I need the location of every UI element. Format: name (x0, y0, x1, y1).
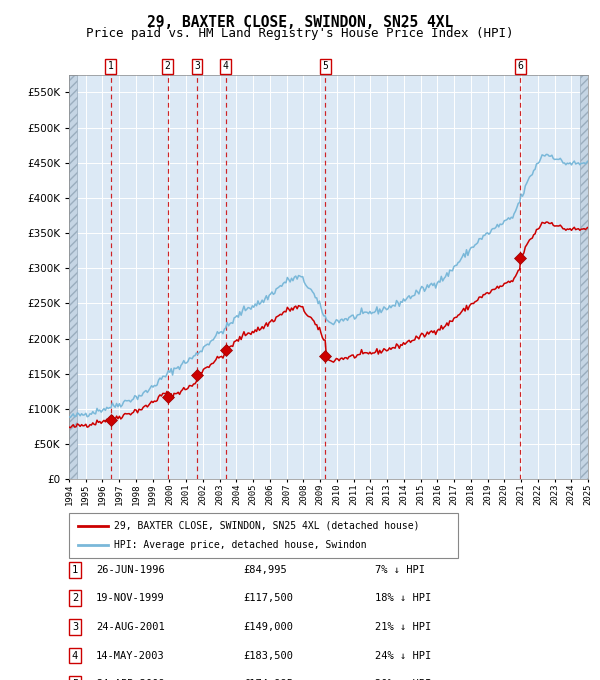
Text: 24-APR-2009: 24-APR-2009 (96, 679, 165, 680)
Text: 1: 1 (72, 565, 78, 575)
Text: HPI: Average price, detached house, Swindon: HPI: Average price, detached house, Swin… (114, 540, 367, 550)
Text: 5: 5 (323, 61, 328, 71)
Text: 5: 5 (72, 679, 78, 680)
Text: 19-NOV-1999: 19-NOV-1999 (96, 594, 165, 603)
Text: 3: 3 (72, 622, 78, 632)
Text: 2: 2 (164, 61, 170, 71)
Bar (69, 75, 77, 479)
Text: £183,500: £183,500 (243, 651, 293, 660)
Bar (580, 75, 590, 479)
Text: 29, BAXTER CLOSE, SWINDON, SN25 4XL (detached house): 29, BAXTER CLOSE, SWINDON, SN25 4XL (det… (114, 521, 419, 531)
Text: 26-JUN-1996: 26-JUN-1996 (96, 565, 165, 575)
Text: 29, BAXTER CLOSE, SWINDON, SN25 4XL: 29, BAXTER CLOSE, SWINDON, SN25 4XL (147, 15, 453, 30)
Text: £84,995: £84,995 (243, 565, 287, 575)
Text: 24-AUG-2001: 24-AUG-2001 (96, 622, 165, 632)
Text: £117,500: £117,500 (243, 594, 293, 603)
Text: 6: 6 (517, 61, 523, 71)
Text: 4: 4 (72, 651, 78, 660)
Text: 14-MAY-2003: 14-MAY-2003 (96, 651, 165, 660)
Text: 3: 3 (194, 61, 200, 71)
Text: Price paid vs. HM Land Registry's House Price Index (HPI): Price paid vs. HM Land Registry's House … (86, 27, 514, 40)
Text: 24% ↓ HPI: 24% ↓ HPI (375, 651, 431, 660)
Text: 21% ↓ HPI: 21% ↓ HPI (375, 622, 431, 632)
Text: 7% ↓ HPI: 7% ↓ HPI (375, 565, 425, 575)
Text: £149,000: £149,000 (243, 622, 293, 632)
Text: 4: 4 (223, 61, 229, 71)
Text: 18% ↓ HPI: 18% ↓ HPI (375, 594, 431, 603)
Text: 2: 2 (72, 594, 78, 603)
Text: 20% ↓ HPI: 20% ↓ HPI (375, 679, 431, 680)
Text: 1: 1 (107, 61, 113, 71)
Text: £174,995: £174,995 (243, 679, 293, 680)
